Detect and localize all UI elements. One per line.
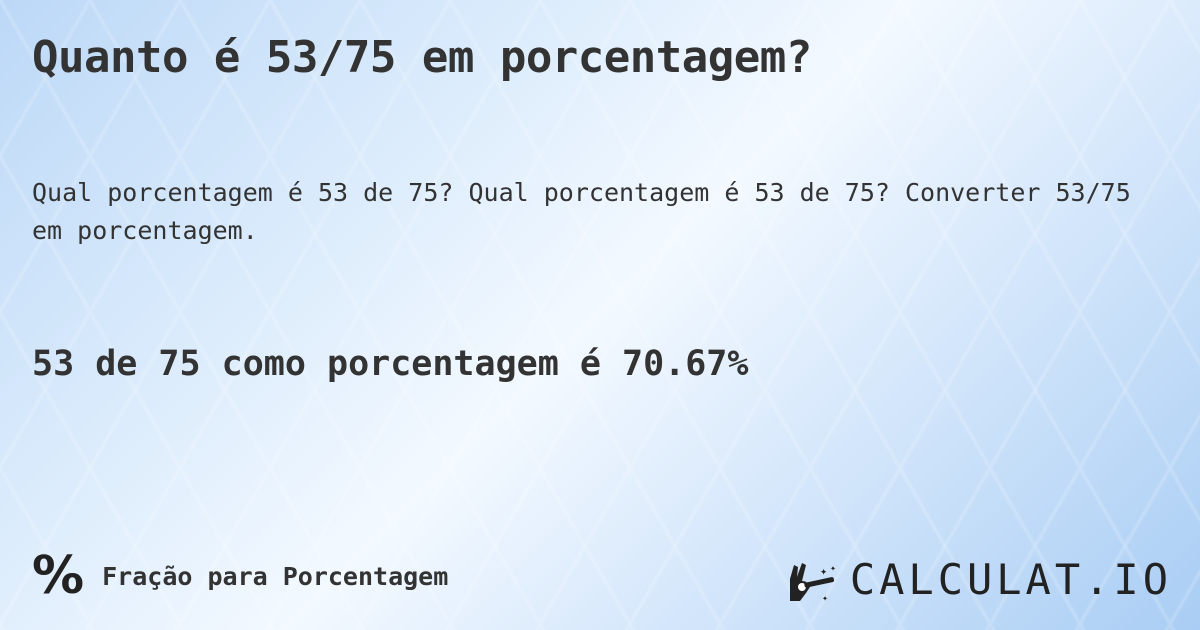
answer: 53 de 75 como porcentagem é 70.67% bbox=[32, 344, 749, 384]
svg-text:✦: ✦ bbox=[820, 564, 827, 578]
svg-text:✦: ✦ bbox=[822, 593, 828, 603]
category-link[interactable]: % Fração para Porcentagem bbox=[32, 548, 448, 604]
logo[interactable]: ✦ ✦ ✦ CALCULAT.IO bbox=[786, 555, 1172, 604]
page-title: Quanto é 53/75 em porcentagem? bbox=[32, 32, 812, 83]
description: Qual porcentagem é 53 de 75? Qual porcen… bbox=[32, 178, 1131, 245]
svg-text:✦: ✦ bbox=[830, 563, 836, 574]
percent-icon: % bbox=[32, 546, 85, 606]
category-label: Fração para Porcentagem bbox=[102, 561, 449, 591]
magic-hand-icon: ✦ ✦ ✦ bbox=[789, 562, 836, 603]
logo-text: CALCULAT.IO bbox=[849, 555, 1172, 604]
